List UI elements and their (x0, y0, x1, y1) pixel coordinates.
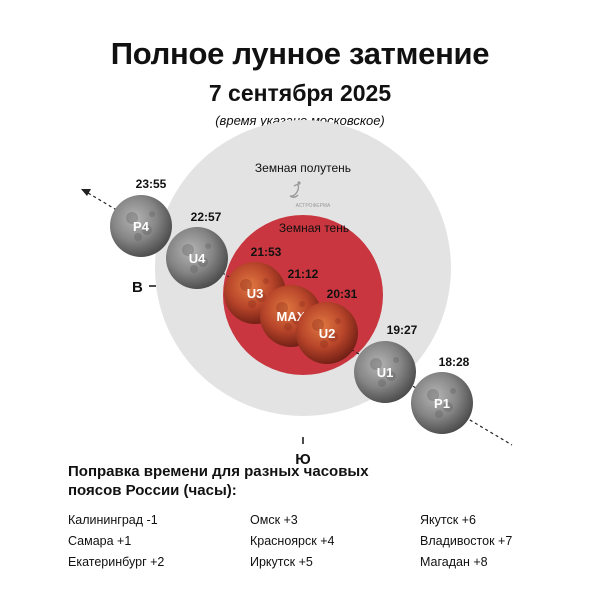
moon-p4: P4 (110, 195, 172, 257)
moon-disc (110, 195, 172, 257)
moon-crater (370, 358, 382, 370)
moon-disc (354, 341, 416, 403)
phase-label: P4 (133, 219, 150, 234)
phase-time: 21:12 (288, 267, 319, 281)
moon-crater (149, 211, 155, 217)
city-correction: Омск +3 (250, 513, 298, 527)
phase-label: MAX (277, 309, 306, 324)
phase-time: 22:57 (191, 210, 222, 224)
city-correction: Самара +1 (68, 534, 132, 548)
page-title: Полное лунное затмение (110, 36, 490, 71)
moon-disc (296, 302, 358, 364)
moon-p1: P1 (411, 372, 473, 434)
phase-label: U4 (189, 251, 206, 266)
moon-crater (126, 212, 138, 224)
moon-crater (240, 279, 252, 291)
moon-crater (182, 244, 194, 256)
phase-time: 20:31 (327, 287, 358, 301)
moon-crater (435, 410, 443, 418)
moon-crater (276, 302, 288, 314)
moon-crater (198, 257, 208, 267)
phase-time: 18:28 (439, 355, 470, 369)
moon-crater (205, 243, 211, 249)
moon-u1: U1 (354, 341, 416, 403)
moon-u2: U2 (296, 302, 358, 364)
phase-time: 23:55 (136, 177, 167, 191)
moon-crater (443, 402, 453, 412)
moon-phases: P4 23:55 U4 22:57 U3 21:53 MAX 21:12 U2 20:31 U1 19… (110, 177, 473, 434)
astroferma-logo: АСТРОФЕРМА (289, 181, 331, 209)
moon-crater (248, 300, 256, 308)
moon-crater (134, 233, 142, 241)
moon-crater (328, 332, 338, 342)
moon-disc (411, 372, 473, 434)
moon-crater (142, 225, 152, 235)
logo-text: АСТРОФЕРМА (296, 203, 331, 209)
moon-crater (284, 323, 292, 331)
moon-crater (335, 318, 341, 324)
phase-label: U1 (377, 365, 394, 380)
umbra-label: Земная тень (279, 221, 349, 235)
correction-title: Поправка времени для разных часовых пояс… (68, 463, 369, 499)
moon-disc (166, 227, 228, 289)
city-correction: Магадан +8 (420, 555, 488, 569)
city-correction: Екатеринбург +2 (68, 555, 165, 569)
moon-crater (320, 340, 328, 348)
eclipse-date: 7 сентября 2025 (208, 80, 392, 106)
south-label: Ю (295, 451, 310, 468)
penumbra-label: Земная полутень (255, 161, 351, 175)
moon-crater (378, 379, 386, 387)
east-label: В (132, 279, 143, 296)
city-correction: Калининград -1 (68, 513, 158, 527)
city-correction: Владивосток +7 (420, 534, 513, 548)
moon-crater (450, 388, 456, 394)
moon-crater (256, 292, 266, 302)
phase-label: U2 (319, 326, 336, 341)
moon-crater (393, 357, 399, 363)
phase-label: U3 (247, 286, 264, 301)
moon-crater (427, 389, 439, 401)
city-correction: Якутск +6 (420, 513, 476, 527)
moon-crater (190, 265, 198, 273)
moon-crater (299, 301, 305, 307)
moon-crater (263, 278, 269, 284)
phase-time: 19:27 (387, 323, 418, 337)
moon-u4: U4 (166, 227, 228, 289)
phase-time: 21:53 (251, 245, 282, 259)
moon-path-arrowhead (81, 189, 91, 196)
moon-crater (386, 371, 396, 381)
moon-crater (312, 319, 324, 331)
city-correction: Иркутск +5 (250, 555, 313, 569)
phase-label: P1 (434, 396, 450, 411)
city-correction: Красноярск +4 (250, 534, 335, 548)
